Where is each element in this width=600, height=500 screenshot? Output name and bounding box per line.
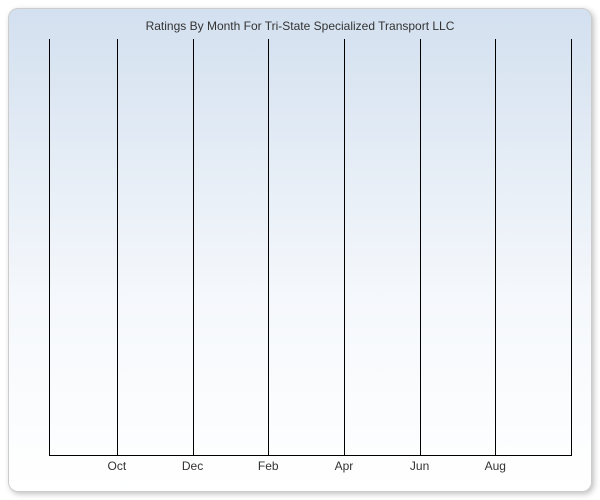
gridline <box>193 39 194 456</box>
plot-area <box>49 39 571 456</box>
gridline <box>344 39 345 456</box>
x-axis-labels: Oct Dec Feb Apr Jun Aug <box>49 459 571 479</box>
gridline <box>117 39 118 456</box>
x-axis-label: Apr <box>335 459 354 473</box>
chart-container: Ratings By Month For Tri-State Specializ… <box>8 8 592 492</box>
x-axis-label: Dec <box>182 459 203 473</box>
x-axis <box>49 455 571 456</box>
x-axis-label: Feb <box>258 459 279 473</box>
gridline <box>268 39 269 456</box>
chart-title: Ratings By Month For Tri-State Specializ… <box>9 19 591 33</box>
x-axis-label: Aug <box>485 459 506 473</box>
gridline <box>495 39 496 456</box>
x-axis-label: Jun <box>410 459 429 473</box>
y-axis <box>49 39 50 456</box>
gridline <box>420 39 421 456</box>
x-axis-label: Oct <box>108 459 127 473</box>
gridline <box>571 39 572 456</box>
